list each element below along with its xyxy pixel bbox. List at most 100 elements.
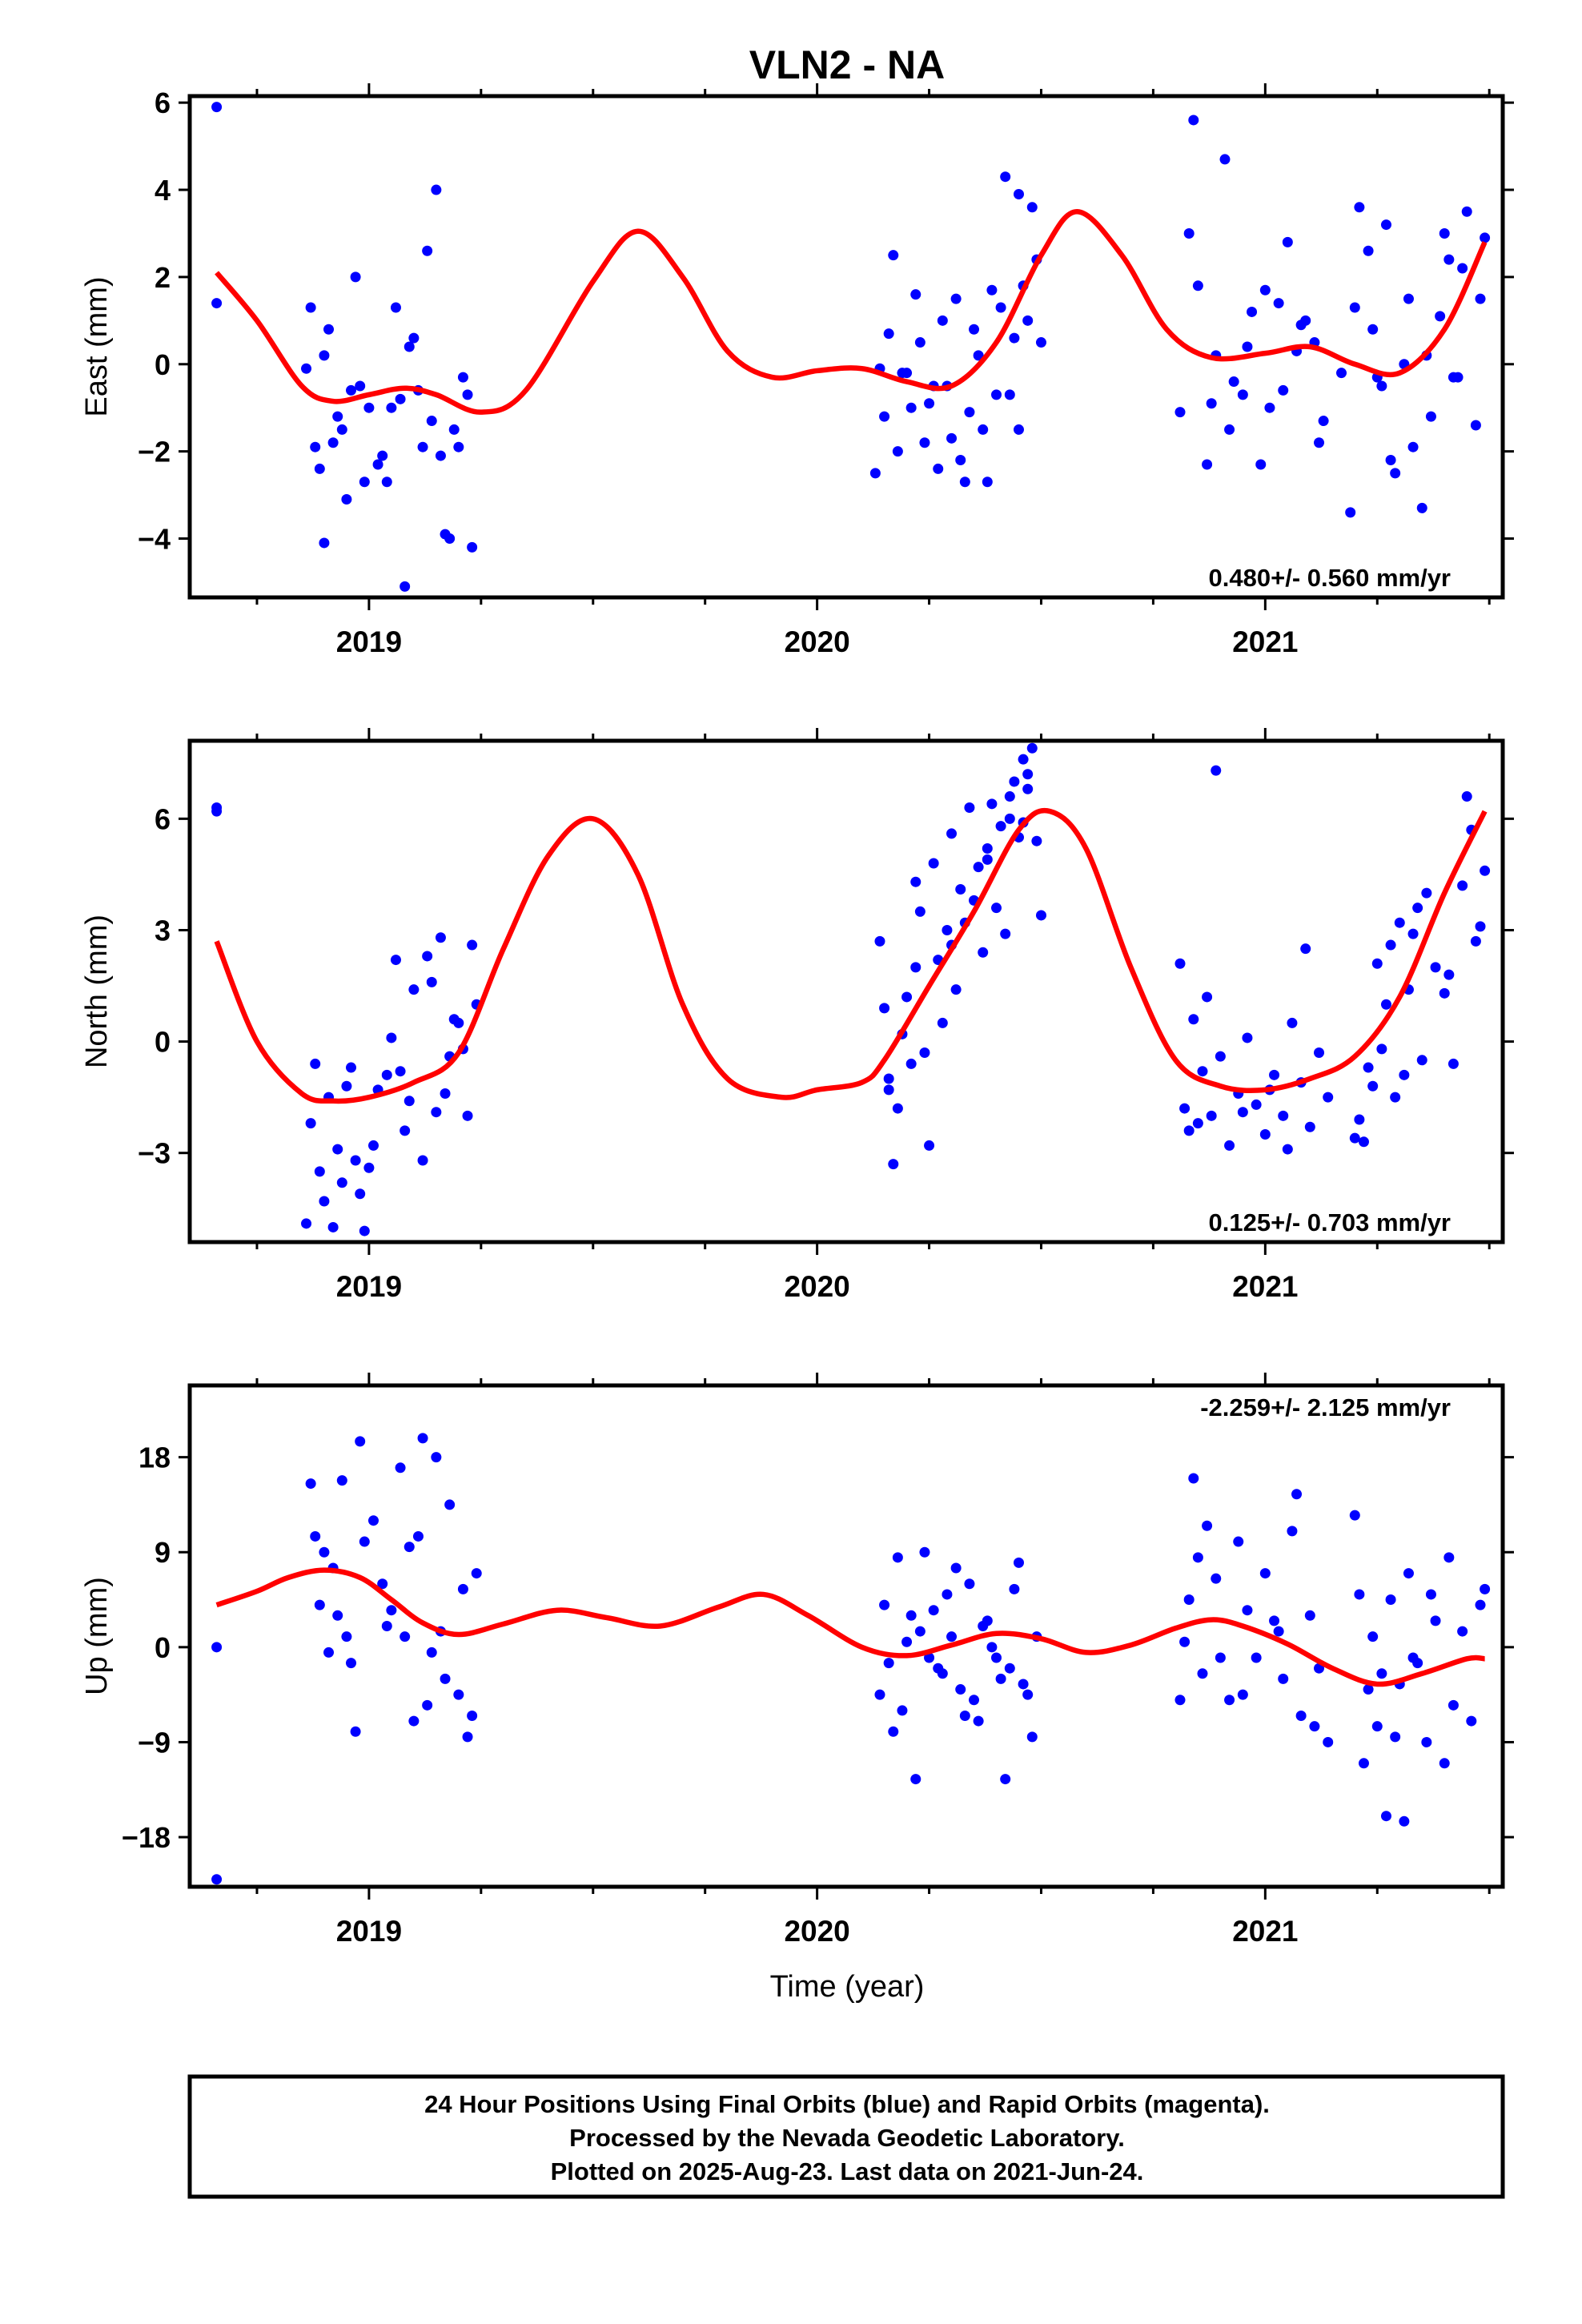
up-y-axis-label: Up (mm) [80, 1577, 114, 1695]
east-data-point [422, 245, 433, 256]
up-data-point [888, 1726, 899, 1737]
north-data-point [991, 903, 1002, 914]
up-data-point [1009, 1583, 1020, 1594]
north-data-point [314, 1166, 325, 1177]
up-data-point [1233, 1536, 1244, 1547]
caption-line-2: Processed by the Nevada Geodetic Laborat… [569, 2124, 1125, 2152]
up-data-point [467, 1711, 478, 1722]
north-data-point [431, 1107, 442, 1118]
north-data-point [1371, 958, 1383, 969]
north-data-point [950, 984, 962, 995]
up-data-point [386, 1605, 397, 1616]
up-ytick-label: 0 [155, 1631, 171, 1664]
east-data-point [301, 363, 312, 374]
east-xtick-label: 2020 [784, 625, 849, 658]
up-data-point [462, 1731, 473, 1743]
east-data-point [1278, 384, 1289, 396]
north-data-point [417, 1155, 428, 1166]
up-data-point [1475, 1599, 1486, 1610]
east-rate-label: 0.480+/- 0.560 mm/yr [1209, 564, 1451, 592]
up-data-point [933, 1663, 944, 1674]
east-data-point [305, 302, 316, 313]
north-data-point [327, 1221, 339, 1232]
up-ytick-label: 9 [155, 1536, 171, 1569]
east-data-point [1192, 280, 1203, 292]
up-data-point [305, 1478, 316, 1490]
north-xtick-label: 2021 [1232, 1270, 1298, 1303]
east-data-point [435, 450, 446, 461]
up-data-point [1242, 1605, 1253, 1616]
north-data-point [946, 828, 958, 839]
north-data-point [1412, 903, 1423, 914]
up-data-point [1309, 1721, 1320, 1732]
north-data-point [973, 862, 984, 873]
up-data-point [1358, 1758, 1369, 1769]
caption-box: 24 Hour Positions Using Final Orbits (bl… [187, 2074, 1505, 2199]
up-data-point [1237, 1689, 1248, 1700]
up-data-point [395, 1462, 406, 1474]
north-data-point [1009, 776, 1020, 787]
north-ytick-label: 3 [155, 914, 171, 947]
east-data-point [1354, 202, 1365, 213]
north-data-point [1461, 791, 1472, 802]
east-data-point [1447, 372, 1459, 383]
caption-line-1: 24 Hour Positions Using Final Orbits (bl… [424, 2090, 1270, 2118]
north-data-point [1480, 865, 1491, 876]
up-data-point [426, 1647, 437, 1658]
east-data-point [377, 450, 388, 461]
up-data-point [969, 1695, 980, 1706]
east-data-point [1403, 293, 1414, 304]
north-data-point [982, 854, 993, 865]
up-data-point [892, 1552, 903, 1563]
north-data-point [883, 1073, 894, 1084]
east-data-point [1314, 437, 1325, 448]
east-data-point [457, 372, 468, 383]
north-data-point [332, 1144, 343, 1155]
up-data-point [1457, 1626, 1468, 1637]
east-data-point [1376, 380, 1387, 392]
up-data-point [1466, 1715, 1477, 1727]
north-data-point [1282, 1144, 1293, 1155]
north-data-point [1349, 1132, 1360, 1144]
east-data-point [390, 302, 401, 313]
north-data-point [919, 1047, 930, 1059]
north-data-point [426, 976, 437, 987]
up-panel: −18 −9 0 9 18 2019 2020 2021 Up (mm) -2.259+/- 2.… [80, 1373, 1514, 1948]
east-data-point [341, 494, 352, 505]
north-data-point [883, 1084, 894, 1096]
north-data-point [1300, 943, 1311, 955]
east-data-point [879, 411, 890, 422]
east-data-point [901, 368, 913, 379]
east-data-point [1009, 332, 1020, 344]
north-data-point [395, 1066, 406, 1077]
north-data-point [1380, 999, 1391, 1010]
east-data-point [1000, 171, 1011, 183]
east-data-point [453, 441, 464, 452]
north-data-point [1394, 917, 1405, 928]
north-data-point [1206, 1110, 1217, 1121]
up-data-point [973, 1715, 984, 1727]
north-data-point [937, 1017, 948, 1028]
north-data-point [211, 806, 223, 817]
up-data-point [1403, 1568, 1414, 1579]
up-data-point [1363, 1684, 1374, 1695]
east-data-point [1022, 315, 1034, 326]
north-data-point [1447, 1058, 1459, 1069]
up-data-point [995, 1673, 1006, 1684]
east-data-point [991, 389, 1002, 400]
up-data-point [367, 1515, 379, 1526]
up-data-point [471, 1568, 482, 1579]
up-data-point [1251, 1652, 1262, 1663]
north-data-point [305, 1118, 316, 1129]
north-ytick-label: −3 [138, 1137, 171, 1170]
east-data-point [905, 402, 917, 413]
north-data-point [355, 1188, 366, 1200]
up-data-point [1192, 1552, 1203, 1563]
north-data-point [1269, 1069, 1280, 1080]
up-data-point [919, 1546, 930, 1558]
up-fit-line [215, 1567, 1485, 1687]
up-ytick-label: 18 [139, 1441, 171, 1474]
east-data-point [995, 302, 1006, 313]
north-data-point [942, 924, 953, 935]
east-ytick-label: −4 [138, 523, 171, 556]
